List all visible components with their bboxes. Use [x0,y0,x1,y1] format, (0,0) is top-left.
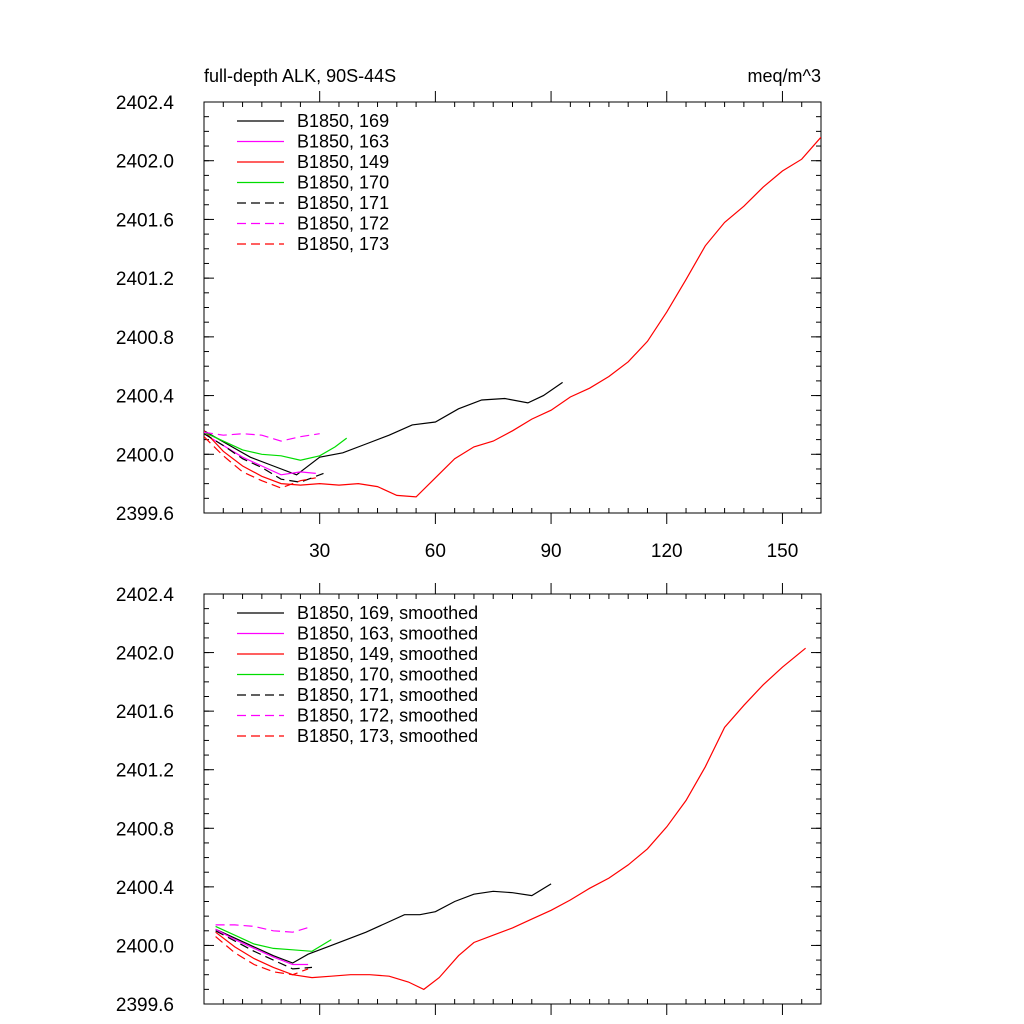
x-tick-label: 120 [651,541,683,562]
y-tick-label: 2400.0 [116,445,174,466]
y-tick-label: 2402.0 [116,152,174,173]
legend-label: B1850, 172 [297,214,389,234]
y-tick-label: 2401.6 [116,702,174,723]
legend-label: B1850, 171, smoothed [297,685,478,705]
series-line-b1850-149 [204,136,821,498]
y-tick-label: 2399.6 [116,504,174,525]
legend-label: B1850, 149, smoothed [297,644,478,664]
legend-label: B1850, 171 [297,193,389,213]
legend-label: B1850, 163 [297,132,389,152]
y-tick-label: 2400.4 [116,878,175,899]
y-tick-label: 2400.8 [116,328,174,349]
y-tick-label: 2402.0 [116,644,174,665]
y-tick-label: 2401.2 [116,269,174,290]
series-line-b1850-163-smoothed [215,928,309,966]
series-lines [204,136,821,498]
series-line-b1850-169 [204,381,563,476]
series-line-b1850-171 [204,433,324,483]
legend-label: B1850, 163, smoothed [297,624,478,644]
y-tick-label: 2401.6 [116,210,174,231]
y-tick-label: 2402.4 [116,93,175,114]
legend-label: B1850, 169 [297,111,389,131]
series-line-b1850-149-smoothed [215,647,806,991]
legend-label: B1850, 173 [297,234,389,254]
x-tick-label: 150 [767,541,799,562]
x-tick-label: 90 [540,541,561,562]
series-line-b1850-170-smoothed [215,925,332,952]
series-line-b1850-172 [204,431,320,442]
legend-label: B1850, 170, smoothed [297,665,478,685]
legend-label: B1850, 173, smoothed [297,726,478,746]
series-line-b1850-171-smoothed [215,930,313,970]
top-plot-panel: 2399.6 2400.0 2400.4 2400.8 2401.2 2401.6 2402… [116,91,822,562]
legend-label: B1850, 169, smoothed [297,603,478,623]
legend-label: B1850, 170 [297,173,389,193]
x-tick-label: 60 [425,541,446,562]
legend-label: B1850, 172, smoothed [297,706,478,726]
chart-units: meq/m^3 [748,66,821,86]
series-line-b1850-170 [204,431,348,461]
legend-label: B1850, 149 [297,152,389,172]
y-tick-label: 2399.6 [116,995,174,1016]
series-line-b1850-173-smoothed [215,936,309,976]
series-line-b1850-172-smoothed [215,924,313,933]
y-tick-label: 2400.0 [116,936,174,957]
y-tick-label: 2400.4 [116,387,175,408]
series-lines [215,647,806,991]
series-line-b1850-173 [204,436,316,489]
x-tick-label: 30 [309,541,330,562]
y-tick-label: 2402.4 [116,585,175,606]
y-tick-label: 2401.2 [116,761,174,782]
series-line-b1850-169-smoothed [215,883,552,964]
y-tick-label: 2400.8 [116,819,174,840]
bottom-plot-panel: 2399.6 2400.0 2400.4 2400.8 2401.2 2401.6 2402… [116,583,822,1016]
chart-title: full-depth ALK, 90S-44S [204,66,396,86]
